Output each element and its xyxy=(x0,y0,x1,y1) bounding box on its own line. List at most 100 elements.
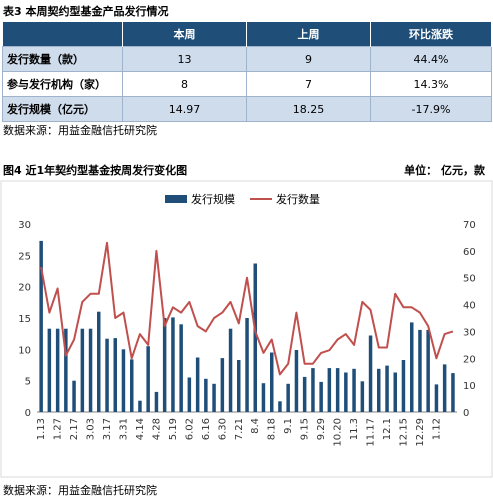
y-left-tick-label: 0 xyxy=(25,408,31,419)
x-tick-label: 12.15 xyxy=(399,418,410,447)
bar-mark xyxy=(204,378,208,412)
line-series xyxy=(40,241,454,376)
bar-mark xyxy=(171,317,175,412)
cell-this-week: 14.97 xyxy=(122,96,247,122)
x-tick-label: 1.13 xyxy=(36,418,47,440)
bar-mark xyxy=(47,328,52,412)
table-source: 数据来源：用益金融信托研究院 xyxy=(3,124,157,137)
y-right-tick-label: 10 xyxy=(463,381,476,392)
x-tick-label: 11.3 xyxy=(349,418,360,440)
unit-label: 单位： 亿元，款 xyxy=(404,164,485,177)
x-tick-label: 1.12 xyxy=(431,418,442,440)
issuance-table: 本周 上周 环比涨跌 发行数量（款） 13 9 44.4% 参与发行机构（家） … xyxy=(2,22,492,122)
cell-last-week: 7 xyxy=(246,71,371,97)
cell-change: -17.9% xyxy=(370,96,492,122)
x-tick-label: 8.18 xyxy=(267,418,278,440)
header-label xyxy=(2,22,123,47)
legend-label-scale: 发行规模 xyxy=(191,192,235,206)
bar-mark xyxy=(130,359,134,412)
bar-mark xyxy=(401,360,406,412)
header-change: 环比涨跌 xyxy=(370,22,492,47)
bar-mark xyxy=(426,329,430,412)
y-left-tick-label: 15 xyxy=(18,314,31,325)
bar-mark xyxy=(195,357,200,412)
y-left-tick-label: 5 xyxy=(25,377,31,388)
y-left-tick-label: 30 xyxy=(18,220,31,231)
bar-mark xyxy=(237,360,241,412)
bar-mark xyxy=(377,368,381,412)
bar-mark xyxy=(368,335,373,412)
bar-mark xyxy=(187,377,192,412)
y-right-tick-label: 40 xyxy=(463,301,476,312)
x-tick-label: 7.21 xyxy=(234,418,245,440)
count-line xyxy=(40,241,454,376)
x-tick-label: 3.31 xyxy=(119,418,130,440)
header-this-week: 本周 xyxy=(122,22,247,47)
bar-mark xyxy=(442,364,447,412)
bar-mark xyxy=(245,318,249,412)
x-tick-label: 5.19 xyxy=(168,418,179,440)
bar-mark xyxy=(327,368,332,412)
x-tick-label: 10.20 xyxy=(333,418,344,447)
bar-mark xyxy=(319,381,323,412)
bar-mark xyxy=(64,328,68,412)
bar-mark xyxy=(393,372,397,412)
x-tick-label: 1.27 xyxy=(53,418,64,440)
table-header-row: 本周 上周 环比涨跌 xyxy=(2,22,492,47)
y-left-tick-label: 10 xyxy=(18,345,31,356)
bar-mark xyxy=(335,368,340,412)
y-right-axis: 0 10 20 30 40 50 60 70 xyxy=(463,220,476,419)
x-tick-label: 6.16 xyxy=(201,418,212,440)
y-right-tick-label: 50 xyxy=(463,274,476,285)
bar-mark xyxy=(121,349,126,412)
cell-this-week: 8 xyxy=(122,71,247,97)
table-caption: 表3 本周契约型基金产品发行情况 xyxy=(3,5,169,18)
x-tick-label: 12.29 xyxy=(415,418,426,447)
bar-mark xyxy=(410,322,414,412)
weekly-issuance-chart: 发行规模 发行数量 0 5 10 15 20 25 30 0 10 20 30 40 50 60 70 1… xyxy=(0,180,493,478)
bar-mark xyxy=(385,365,389,412)
bar-mark xyxy=(253,263,257,412)
bar-mark xyxy=(344,372,348,412)
x-tick-label: 6.02 xyxy=(184,418,195,440)
bar-mark xyxy=(451,373,455,412)
x-tick-labels: 1.13 1.27 2.17 3.03 3.17 3.31 4.14 4.28 5.19 6.02… xyxy=(36,418,442,447)
bar-mark xyxy=(162,318,167,412)
chart-legend: 发行规模 发行数量 xyxy=(165,192,320,206)
row-label: 发行数量（款） xyxy=(2,46,123,72)
row-label: 发行规模（亿元） xyxy=(2,96,123,122)
header-last-week: 上周 xyxy=(246,22,371,47)
table-row: 参与发行机构（家） 8 7 14.3% xyxy=(2,71,492,97)
bar-mark xyxy=(113,338,117,412)
bar-mark xyxy=(105,338,109,412)
bar-mark xyxy=(220,358,225,412)
y-left-axis: 0 5 10 15 20 25 30 xyxy=(18,220,31,419)
x-tick-label: 8.4 xyxy=(250,418,261,434)
cell-last-week: 9 xyxy=(246,46,371,72)
y-left-tick-label: 25 xyxy=(18,251,31,262)
bar-mark xyxy=(228,328,233,412)
x-tick-label: 12.1 xyxy=(382,418,393,440)
x-tick-label: 2.17 xyxy=(69,418,80,440)
bar-mark xyxy=(55,328,60,412)
figure-caption: 图4 近1年契约型基金按周发行变化图 xyxy=(3,164,188,177)
x-tick-label: 9.15 xyxy=(300,418,311,440)
y-right-tick-label: 0 xyxy=(463,408,469,419)
bar-mark xyxy=(278,401,282,412)
x-tick-label: 3.17 xyxy=(102,418,113,440)
y-right-tick-label: 60 xyxy=(463,247,476,258)
bar-mark xyxy=(179,324,183,412)
cell-last-week: 18.25 xyxy=(246,96,371,122)
bar-mark xyxy=(434,384,439,412)
table-row: 发行数量（款） 13 9 44.4% xyxy=(2,46,492,72)
bar-mark xyxy=(352,368,356,412)
legend-swatch-scale xyxy=(165,195,187,203)
bar-mark xyxy=(294,350,299,412)
bar-mark xyxy=(418,329,422,412)
x-tick-label: 9.1 xyxy=(283,418,294,434)
bar-mark xyxy=(97,311,101,412)
bar-mark xyxy=(270,352,274,412)
bar-mark xyxy=(39,240,43,412)
x-tick-label: 4.28 xyxy=(151,418,162,440)
bar-mark xyxy=(88,328,93,412)
